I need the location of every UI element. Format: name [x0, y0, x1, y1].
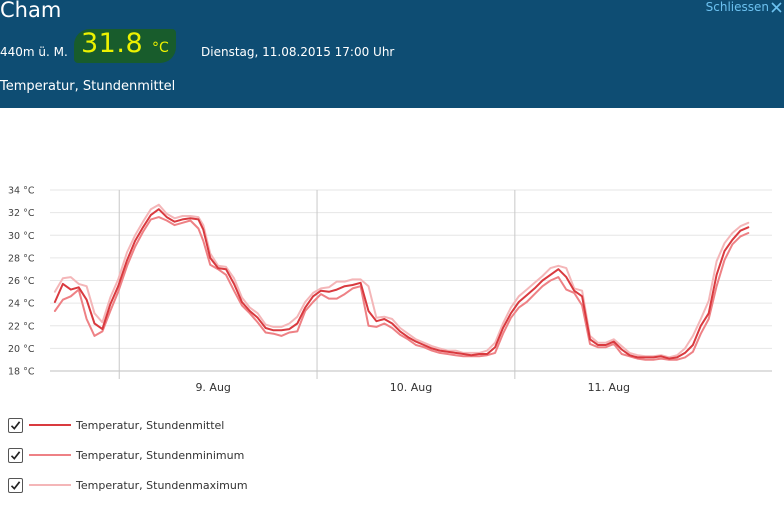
chart-series: [53, 203, 750, 361]
header-bar: Cham Schliessen 440m ü. M. 31.8 °C Diens…: [0, 0, 784, 108]
legend-label-minimum[interactable]: Temperatur, Stundenminimum: [76, 448, 245, 462]
y-tick-label: 22 °C: [8, 321, 35, 332]
y-tick-label: 34 °C: [8, 186, 35, 197]
checkmark-icon: [10, 480, 21, 490]
x-date-label: 11. Aug: [588, 381, 630, 394]
legend-swatch-minimum: [29, 454, 71, 456]
legend-item-maximum[interactable]: Temperatur, Stundenmaximum: [8, 476, 248, 494]
legend-checkbox-maximum[interactable]: [8, 477, 23, 493]
measurement-datetime: Dienstag, 11.08.2015 17:00 Uhr: [201, 45, 395, 59]
x-date-label: 10. Aug: [390, 381, 432, 394]
y-tick-label: 26 °C: [8, 276, 35, 287]
legend-swatch-maximum: [29, 484, 71, 486]
legend-label-maximum[interactable]: Temperatur, Stundenmaximum: [76, 478, 248, 492]
close-label[interactable]: Schliessen: [705, 0, 769, 14]
y-tick-label: 32 °C: [8, 208, 35, 219]
close-button[interactable]: Schliessen: [706, 0, 782, 14]
chart-axes: 18 °C 20 °C 22 °C 24 °C 26 °C 28 °C 30 °C 32 °C…: [8, 186, 630, 395]
legend-checkbox-mittel[interactable]: [8, 417, 23, 433]
checkmark-icon: [10, 450, 21, 460]
chart-svg: 18 °C 20 °C 22 °C 24 °C 26 °C 28 °C 30 °C 32 °C…: [8, 186, 772, 395]
x-date-label: 9. Aug: [195, 381, 230, 394]
y-tick-label: 20 °C: [8, 344, 35, 355]
temperature-chart: 18 °C 20 °C 22 °C 24 °C 26 °C 28 °C 30 °C 32 °C…: [0, 176, 784, 406]
legend-item-minimum[interactable]: Temperatur, Stundenminimum: [8, 446, 244, 464]
y-tick-label: 28 °C: [8, 253, 35, 264]
y-tick-label: 24 °C: [8, 299, 35, 310]
legend-label-mittel[interactable]: Temperatur, Stundenmittel: [76, 418, 225, 432]
altitude-label: 440m ü. M.: [0, 45, 68, 59]
y-tick-label: 18 °C: [8, 367, 35, 378]
chart-grid: [50, 189, 772, 379]
series-line-mittel[interactable]: [53, 208, 750, 360]
close-icon[interactable]: [771, 1, 782, 13]
legend-swatch-mittel: [29, 424, 71, 426]
current-temperature-unit: °C: [152, 40, 169, 56]
chart-subtitle: Temperatur, Stundenmittel: [0, 79, 176, 94]
checkmark-icon: [10, 420, 21, 430]
legend-checkbox-minimum[interactable]: [8, 447, 23, 463]
series-line-minimum[interactable]: [53, 216, 750, 361]
y-tick-label: 30 °C: [8, 231, 35, 242]
current-temperature-value: 31.8: [81, 28, 144, 59]
legend-item-mittel[interactable]: Temperatur, Stundenmittel: [8, 416, 224, 434]
series-line-maximum[interactable]: [53, 203, 750, 359]
current-temperature-badge: [74, 29, 176, 63]
station-name: Cham: [0, 0, 62, 22]
